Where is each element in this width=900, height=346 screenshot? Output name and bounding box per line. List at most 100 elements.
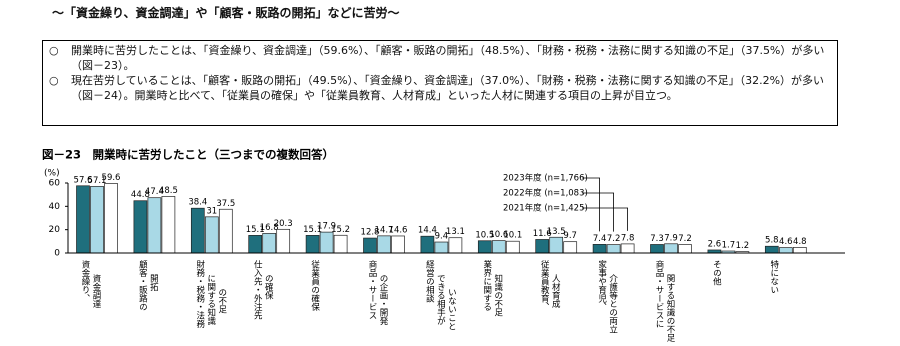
- bar: [147, 197, 162, 254]
- value-label: 1.7: [722, 241, 736, 251]
- legend-label: 2021年度 (n=1,425): [503, 203, 588, 214]
- x-tick-label: に関する知識: [206, 274, 216, 326]
- marker: ○: [49, 74, 59, 87]
- value-label: 15.2: [331, 225, 350, 235]
- value-label: 17.9: [317, 222, 336, 232]
- x-tick-label: 従業員教育、: [539, 259, 549, 311]
- value-label: 57.1: [88, 176, 107, 186]
- value-label: 7.2: [678, 234, 692, 244]
- y-axis-label: (%): [44, 169, 60, 179]
- bar: [104, 183, 118, 254]
- x-tick-label: いないこと: [446, 288, 456, 331]
- value-label: 15.1: [246, 225, 265, 235]
- y-tick-label: 40: [49, 202, 61, 212]
- x-tick-label: 業界に関する: [482, 259, 492, 311]
- bar: [792, 247, 807, 254]
- x-tick-label: 資金繰り、: [80, 259, 90, 302]
- x-tick-label: 介護等との両立: [608, 274, 618, 334]
- y-tick-label: 60: [49, 179, 61, 189]
- paragraph: ○ 現在苦労していることは、「顧客・販路の開拓」（49.5%）、「資金繰り、資金調…: [49, 73, 831, 103]
- value-label: 13.1: [446, 227, 465, 237]
- bar: [377, 235, 391, 254]
- value-label: 4.6: [779, 237, 793, 247]
- x-tick-label: 顧客・販路の: [137, 259, 147, 311]
- heading: ～「資金繰り、資金調達」や「顧客・販路の開拓」などに苦労～: [52, 6, 400, 20]
- bar: [491, 240, 506, 254]
- value-label: 47.4: [145, 187, 164, 197]
- bar: [477, 240, 492, 254]
- x-tick-label: の確保: [263, 274, 273, 300]
- bar: [448, 237, 463, 254]
- value-label: 5.8: [765, 236, 779, 246]
- value-label: 7.2: [607, 234, 621, 244]
- bar: [262, 233, 277, 254]
- bar: [606, 244, 621, 254]
- bar: [778, 247, 793, 254]
- bar: [620, 243, 635, 254]
- value-label: 10.5: [475, 230, 494, 240]
- legend-label: 2022年度 (n=1,083): [503, 188, 588, 199]
- x-tick-label: 仕入先・外注先: [252, 259, 262, 320]
- legend-leader: [582, 207, 628, 231]
- value-label: 38.4: [188, 198, 207, 208]
- value-label: 11.6: [533, 229, 552, 239]
- bar: [90, 186, 104, 254]
- y-tick-label: 20: [49, 225, 61, 235]
- value-label: 7.8: [621, 233, 635, 243]
- chart-title: 図－23 開業時に苦労したこと（三つまでの複数回答）: [42, 148, 334, 162]
- y-tick-label: 0: [54, 249, 60, 259]
- paragraph: ○ 開業時に苦労したことは、「資金繰り、資金調達」（59.6%）、「顧客・販路の開…: [49, 43, 831, 73]
- x-tick-label: その他: [711, 260, 721, 286]
- value-label: 7.3: [650, 234, 664, 244]
- bar: [305, 235, 320, 254]
- x-tick-label: の企画・開発: [378, 274, 388, 326]
- x-tick-label: 人材育成: [550, 274, 560, 309]
- value-label: 10.6: [489, 230, 508, 240]
- value-label: 48.5: [159, 186, 178, 196]
- bar: [650, 244, 664, 254]
- x-tick-label: 資金調達: [91, 273, 101, 309]
- legend-leader: [582, 177, 600, 232]
- value-label: 12.8: [361, 228, 380, 238]
- value-label: 57.6: [74, 175, 93, 185]
- x-tick-label: 財務・税務・法務: [195, 259, 205, 329]
- value-label: 9.4: [435, 232, 449, 242]
- bar: [420, 235, 435, 254]
- marker: ○: [49, 44, 59, 57]
- legend-leader: [582, 192, 614, 232]
- bar: [549, 236, 564, 254]
- bar: [218, 208, 233, 254]
- summary-box: ○ 開業時に苦労したことは、「資金繰り、資金調達」（59.6%）、「顧客・販路の開…: [42, 40, 838, 126]
- bar: [363, 237, 377, 254]
- value-label: 7.4: [593, 234, 607, 244]
- value-label: 20.3: [274, 219, 293, 229]
- value-label: 13.5: [547, 227, 566, 237]
- value-label: 14.6: [389, 225, 408, 235]
- bar: [190, 207, 205, 254]
- bar: [664, 243, 678, 254]
- x-tick-label: 商品・サービス: [367, 259, 377, 319]
- bar: [434, 241, 449, 254]
- bar: [248, 235, 263, 254]
- x-tick-label: の不足: [217, 288, 227, 314]
- bar: [161, 196, 176, 254]
- x-tick-label: 商品・サービスに: [654, 259, 664, 328]
- value-label: 16.8: [260, 223, 279, 233]
- bar: [592, 244, 607, 254]
- value-label: 2.6: [708, 239, 722, 249]
- bar: [204, 216, 219, 254]
- value-label: 4.8: [793, 237, 807, 247]
- bar: [391, 235, 405, 254]
- value-label: 14.7: [375, 225, 394, 235]
- value-label: 1.2: [736, 241, 750, 251]
- legend-label: 2023年度 (n=1,766): [503, 173, 588, 184]
- value-label: 59.6: [102, 173, 121, 183]
- bar: [133, 200, 148, 254]
- paragraph-text: 現在苦労していることは、「顧客・販路の開拓」（49.5%）、「資金繰り、資金調達…: [71, 74, 825, 102]
- x-tick-label: できる相手が: [435, 274, 445, 325]
- bar: [276, 228, 291, 254]
- value-label: 14.4: [418, 226, 437, 236]
- bar: [319, 231, 334, 254]
- x-tick-label: 関する知識の不足: [665, 274, 675, 343]
